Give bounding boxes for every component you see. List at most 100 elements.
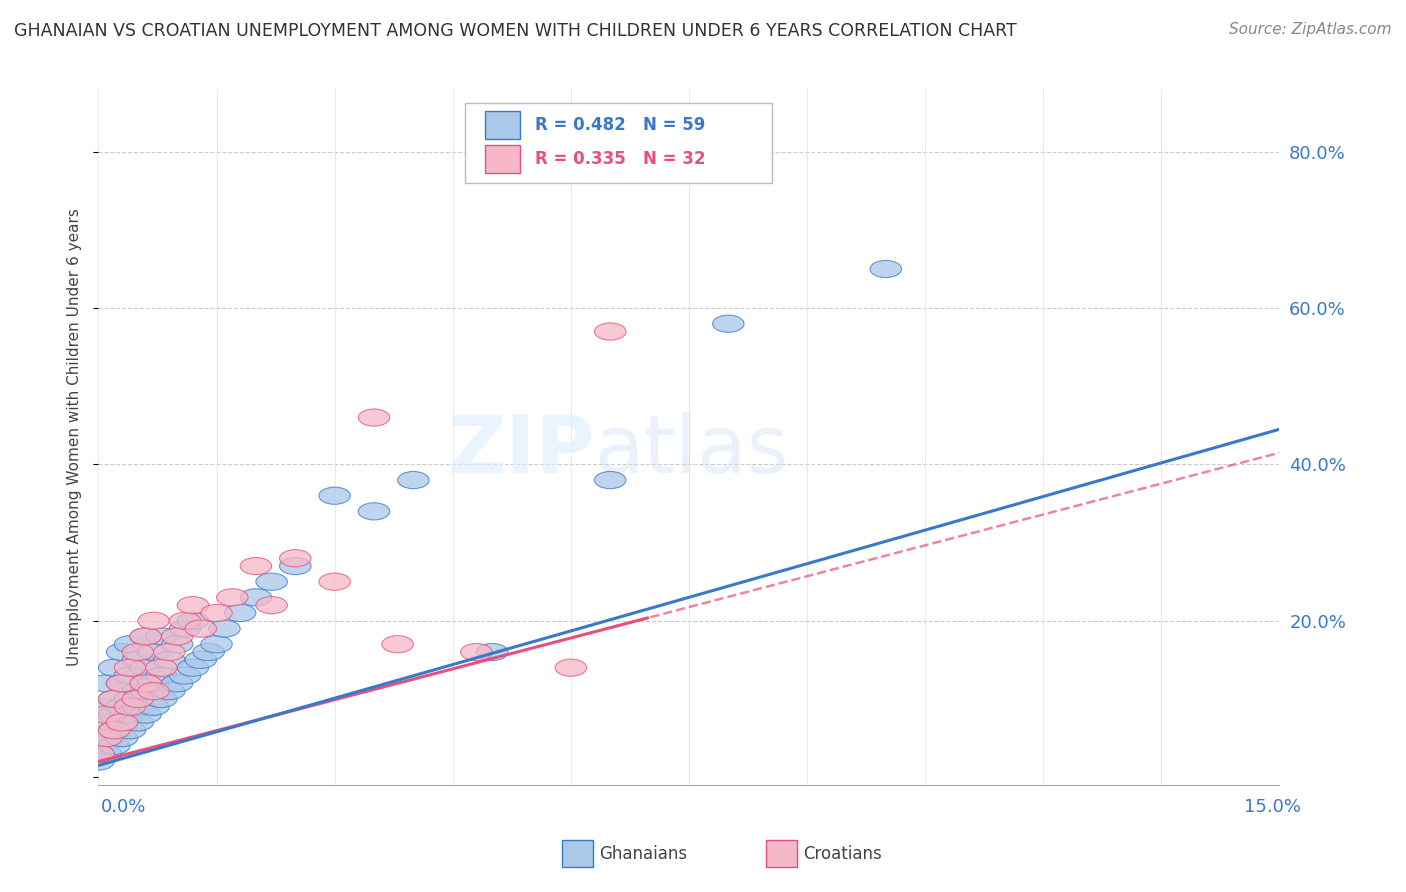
Ellipse shape bbox=[98, 706, 129, 723]
Ellipse shape bbox=[98, 738, 129, 755]
Ellipse shape bbox=[114, 722, 146, 739]
Ellipse shape bbox=[122, 651, 153, 668]
Ellipse shape bbox=[107, 643, 138, 661]
Ellipse shape bbox=[398, 472, 429, 489]
Ellipse shape bbox=[256, 597, 287, 614]
Ellipse shape bbox=[107, 674, 138, 692]
Ellipse shape bbox=[169, 667, 201, 684]
Ellipse shape bbox=[153, 682, 186, 699]
Ellipse shape bbox=[193, 643, 225, 661]
Ellipse shape bbox=[129, 706, 162, 723]
Ellipse shape bbox=[208, 620, 240, 637]
Text: 15.0%: 15.0% bbox=[1243, 797, 1301, 815]
Text: atlas: atlas bbox=[595, 412, 789, 490]
Ellipse shape bbox=[146, 628, 177, 645]
Ellipse shape bbox=[114, 667, 146, 684]
Ellipse shape bbox=[169, 620, 201, 637]
Ellipse shape bbox=[319, 573, 350, 591]
Ellipse shape bbox=[138, 612, 169, 630]
Ellipse shape bbox=[83, 745, 114, 763]
Ellipse shape bbox=[256, 573, 287, 591]
Ellipse shape bbox=[138, 698, 169, 715]
Text: Source: ZipAtlas.com: Source: ZipAtlas.com bbox=[1229, 22, 1392, 37]
Ellipse shape bbox=[595, 472, 626, 489]
Y-axis label: Unemployment Among Women with Children Under 6 years: Unemployment Among Women with Children U… bbox=[67, 208, 83, 666]
Ellipse shape bbox=[98, 659, 129, 676]
Ellipse shape bbox=[129, 628, 162, 645]
Ellipse shape bbox=[107, 714, 138, 731]
FancyBboxPatch shape bbox=[464, 103, 772, 183]
Ellipse shape bbox=[186, 620, 217, 637]
Ellipse shape bbox=[555, 659, 586, 676]
Ellipse shape bbox=[138, 643, 169, 661]
Ellipse shape bbox=[129, 674, 162, 692]
FancyBboxPatch shape bbox=[485, 145, 520, 173]
Ellipse shape bbox=[138, 674, 169, 692]
Ellipse shape bbox=[713, 315, 744, 333]
Ellipse shape bbox=[90, 714, 122, 731]
Text: R = 0.482   N = 59: R = 0.482 N = 59 bbox=[536, 116, 706, 135]
Ellipse shape bbox=[107, 714, 138, 731]
Ellipse shape bbox=[177, 597, 208, 614]
Ellipse shape bbox=[162, 628, 193, 645]
Ellipse shape bbox=[319, 487, 350, 504]
Ellipse shape bbox=[146, 659, 177, 676]
Ellipse shape bbox=[90, 674, 122, 692]
Ellipse shape bbox=[477, 643, 508, 661]
Ellipse shape bbox=[107, 698, 138, 715]
Ellipse shape bbox=[114, 690, 146, 707]
Ellipse shape bbox=[186, 651, 217, 668]
FancyBboxPatch shape bbox=[485, 112, 520, 139]
Ellipse shape bbox=[280, 558, 311, 574]
Ellipse shape bbox=[107, 730, 138, 747]
Ellipse shape bbox=[359, 409, 389, 426]
Ellipse shape bbox=[169, 612, 201, 630]
Ellipse shape bbox=[90, 730, 122, 747]
Ellipse shape bbox=[114, 659, 146, 676]
Ellipse shape bbox=[98, 690, 129, 707]
Ellipse shape bbox=[201, 605, 232, 622]
Ellipse shape bbox=[461, 643, 492, 661]
Text: R = 0.335   N = 32: R = 0.335 N = 32 bbox=[536, 150, 706, 168]
Ellipse shape bbox=[240, 558, 271, 574]
Ellipse shape bbox=[129, 682, 162, 699]
Ellipse shape bbox=[98, 722, 129, 739]
Ellipse shape bbox=[114, 698, 146, 715]
Ellipse shape bbox=[217, 589, 247, 606]
Ellipse shape bbox=[870, 260, 901, 277]
Text: GHANAIAN VS CROATIAN UNEMPLOYMENT AMONG WOMEN WITH CHILDREN UNDER 6 YEARS CORREL: GHANAIAN VS CROATIAN UNEMPLOYMENT AMONG … bbox=[14, 22, 1017, 40]
Ellipse shape bbox=[177, 612, 208, 630]
Ellipse shape bbox=[90, 745, 122, 763]
Ellipse shape bbox=[153, 651, 186, 668]
Ellipse shape bbox=[90, 730, 122, 747]
Ellipse shape bbox=[122, 682, 153, 699]
Ellipse shape bbox=[162, 636, 193, 653]
Ellipse shape bbox=[138, 682, 169, 699]
Ellipse shape bbox=[162, 674, 193, 692]
Text: ZIP: ZIP bbox=[447, 412, 595, 490]
Ellipse shape bbox=[129, 628, 162, 645]
Ellipse shape bbox=[225, 605, 256, 622]
Ellipse shape bbox=[122, 643, 153, 661]
Ellipse shape bbox=[98, 722, 129, 739]
Ellipse shape bbox=[122, 714, 153, 731]
Ellipse shape bbox=[122, 698, 153, 715]
Ellipse shape bbox=[595, 323, 626, 340]
Ellipse shape bbox=[114, 636, 146, 653]
Text: 0.0%: 0.0% bbox=[101, 797, 146, 815]
Ellipse shape bbox=[83, 753, 114, 770]
Ellipse shape bbox=[90, 706, 122, 723]
Text: Ghanaians: Ghanaians bbox=[599, 845, 688, 863]
Ellipse shape bbox=[359, 503, 389, 520]
Ellipse shape bbox=[177, 659, 208, 676]
Ellipse shape bbox=[114, 706, 146, 723]
Ellipse shape bbox=[90, 698, 122, 715]
Ellipse shape bbox=[146, 690, 177, 707]
Ellipse shape bbox=[146, 667, 177, 684]
Ellipse shape bbox=[201, 636, 232, 653]
Ellipse shape bbox=[153, 643, 186, 661]
Ellipse shape bbox=[240, 589, 271, 606]
Text: Croatians: Croatians bbox=[803, 845, 882, 863]
Ellipse shape bbox=[382, 636, 413, 653]
Ellipse shape bbox=[129, 659, 162, 676]
